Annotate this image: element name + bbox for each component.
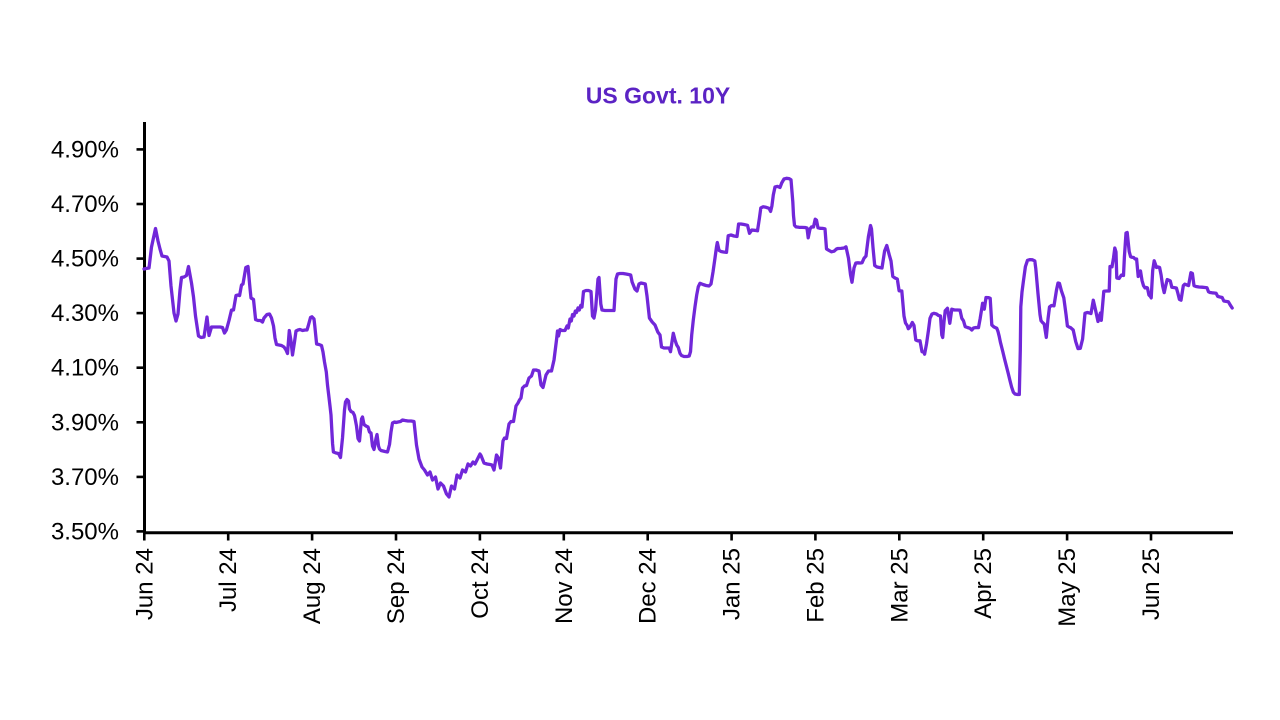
svg-text:3.50%: 3.50%	[51, 518, 119, 545]
svg-text:Jun 25: Jun 25	[1138, 548, 1165, 620]
svg-text:3.70%: 3.70%	[51, 464, 119, 491]
svg-text:4.90%: 4.90%	[51, 136, 119, 163]
svg-text:May 25: May 25	[1054, 548, 1081, 627]
svg-text:4.50%: 4.50%	[51, 246, 119, 273]
svg-text:Feb 25: Feb 25	[802, 548, 829, 623]
svg-text:4.30%: 4.30%	[51, 300, 119, 327]
svg-text:Apr 25: Apr 25	[970, 548, 997, 619]
svg-text:3.90%: 3.90%	[51, 409, 119, 436]
svg-text:Mar 25: Mar 25	[886, 548, 913, 623]
svg-text:Oct 24: Oct 24	[467, 548, 494, 619]
svg-text:Jan 25: Jan 25	[719, 548, 746, 620]
svg-text:4.10%: 4.10%	[51, 355, 119, 382]
svg-text:Aug 24: Aug 24	[299, 548, 326, 624]
svg-text:Sep 24: Sep 24	[383, 548, 410, 624]
svg-text:Dec 24: Dec 24	[635, 548, 662, 624]
svg-text:Jun 24: Jun 24	[131, 548, 158, 620]
svg-text:Jul 24: Jul 24	[215, 548, 242, 612]
svg-text:US Govt. 10Y: US Govt. 10Y	[586, 83, 730, 109]
svg-text:Nov 24: Nov 24	[551, 548, 578, 624]
svg-text:4.70%: 4.70%	[51, 191, 119, 218]
